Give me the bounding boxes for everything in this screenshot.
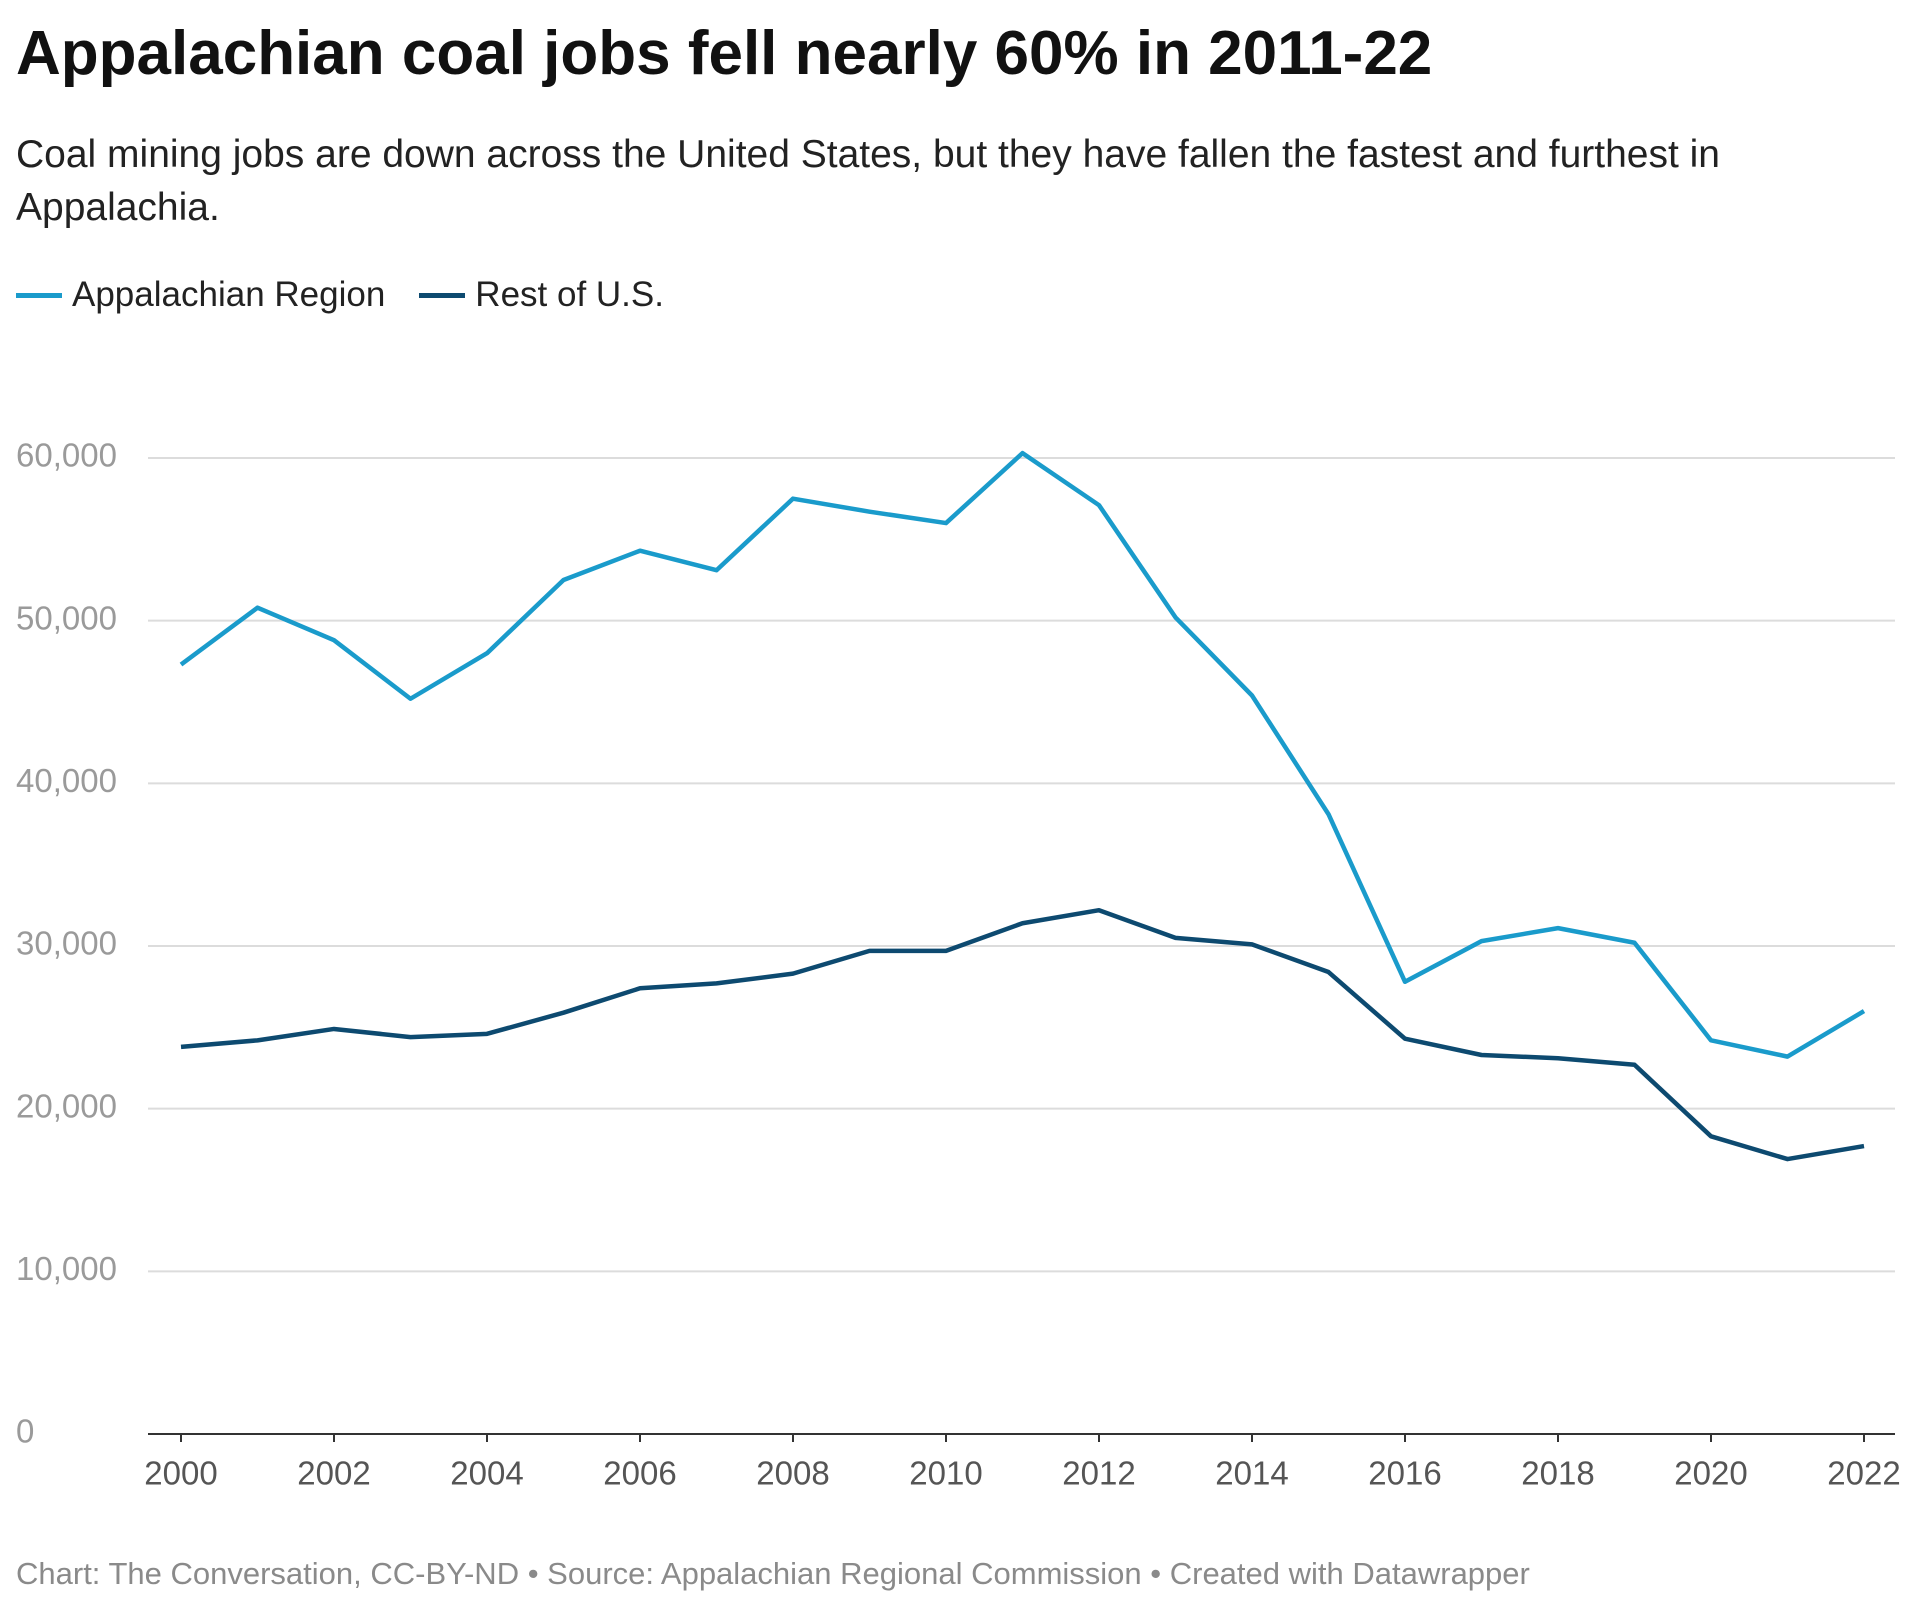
legend-swatch (16, 292, 62, 298)
chart: 0 10,000 20,000 30,000 40,000 50,000 60,000 200… (16, 437, 1901, 1492)
series-line (180, 907, 1865, 1162)
x-tick-label: 2006 (603, 1455, 676, 1492)
x-tick-label: 2018 (1521, 1455, 1594, 1492)
legend-item: Appalachian Region (16, 275, 385, 315)
x-tick-label: 2020 (1674, 1455, 1747, 1492)
y-tick-label: 40,000 (16, 762, 117, 799)
y-tick-label: 50,000 (16, 599, 117, 636)
legend-label: Rest of U.S. (475, 275, 664, 314)
legend-item: Rest of U.S. (419, 275, 664, 315)
x-tick-label: 2004 (450, 1455, 523, 1492)
chart-title: Appalachian coal jobs fell nearly 60% in… (16, 19, 1433, 88)
series-line (179, 450, 1866, 1059)
x-tick-label: 2012 (1062, 1455, 1135, 1492)
y-tick-label: 20,000 (16, 1087, 117, 1124)
y-tick-label: 60,000 (16, 437, 117, 474)
y-tick-label: 10,000 (16, 1250, 117, 1287)
x-tick-label: 2016 (1368, 1455, 1441, 1492)
x-tick-label: 2022 (1827, 1455, 1900, 1492)
x-tick-label: 2002 (297, 1455, 370, 1492)
legend: Appalachian Region Rest of U.S. (16, 275, 664, 315)
y-tick-label: 0 (16, 1413, 34, 1450)
legend-swatch (419, 292, 466, 298)
x-tick-label: 2010 (909, 1455, 982, 1492)
x-tick-label: 2008 (756, 1455, 829, 1492)
x-tick-label: 2000 (144, 1455, 217, 1492)
legend-label: Appalachian Region (72, 275, 386, 314)
y-tick-label: 30,000 (16, 925, 117, 962)
chart-subtitle: Coal mining jobs are down across the Uni… (16, 133, 1720, 229)
x-tick-label: 2014 (1215, 1455, 1288, 1492)
footer: Chart: The Conversation, CC-BY-ND • Sour… (16, 1556, 1530, 1591)
